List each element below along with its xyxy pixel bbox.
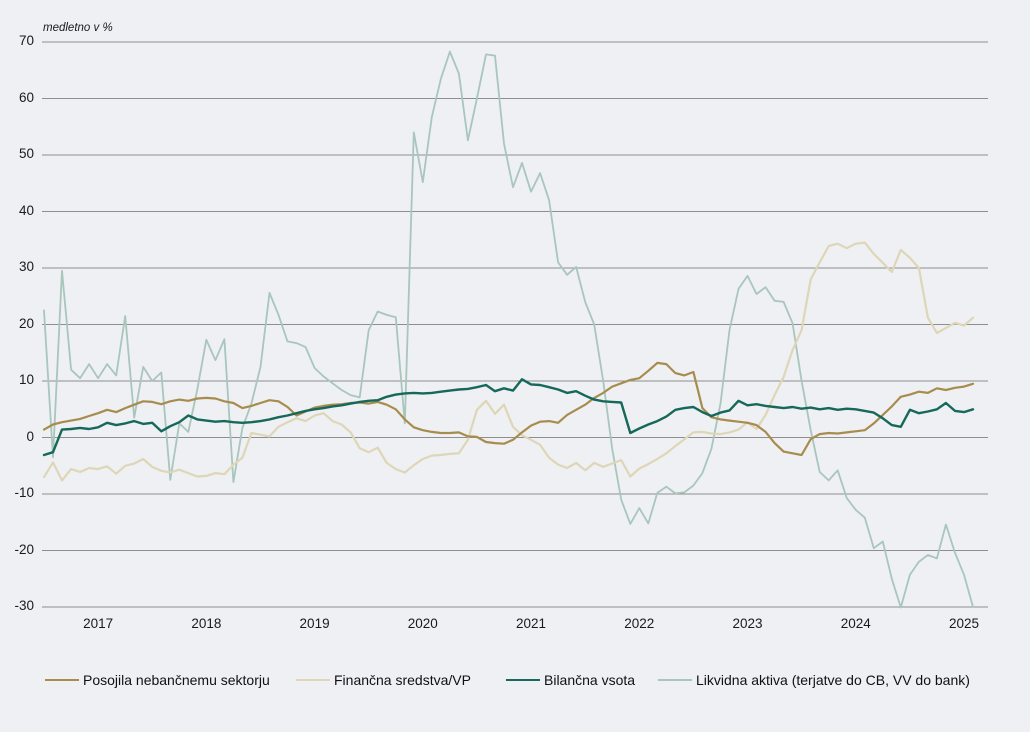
y-tick-label: 20 [18,315,34,331]
y-tick-label: 60 [18,89,34,105]
legend-item-posojila: Posojila nebančnemu sektorju [45,672,270,688]
legend-item-bilancna-vsota: Bilančna vsota [506,672,635,688]
series-line-1 [42,241,975,482]
legend-label: Bilančna vsota [544,672,636,688]
x-tick-label: 2019 [299,616,330,631]
x-tick-label: 2025 [948,616,979,631]
y-tick-label: -30 [14,598,34,613]
x-tick-label: 2024 [840,616,871,631]
y-tick-label: 70 [18,33,34,48]
y-tick-label: 50 [18,146,34,161]
y-tick-label: 0 [26,428,34,444]
legend-line-swatch [45,679,79,681]
legend-item-financna-sredstva: Finančna sredstva/VP [296,672,471,688]
legend-line-swatch [506,679,540,681]
y-tick-label: 30 [18,259,34,274]
y-tick-label: 10 [18,372,34,387]
series-line-0 [42,361,975,457]
x-tick-label: 2023 [732,616,763,631]
x-tick-label: 2017 [83,616,114,631]
legend-item-likvidna-aktiva: Likvidna aktiva (terjatve do CB, VV do b… [658,672,970,688]
x-tick-label: 2022 [624,616,655,631]
axis-unit-note: medletno v % [43,22,113,34]
x-tick-label: 2018 [191,616,222,631]
legend-line-swatch [296,679,330,681]
y-tick-label: -20 [14,541,34,557]
legend-label: Finančna sredstva/VP [334,672,471,688]
series-line-2 [42,378,975,457]
x-tick-label: 2020 [407,616,438,631]
legend-label: Posojila nebančnemu sektorju [83,672,270,688]
series-line-3 [43,50,974,609]
legend-label: Likvidna aktiva (terjatve do CB, VV do b… [696,672,970,688]
x-tick-label: 2021 [516,616,547,631]
y-tick-label: -10 [14,485,34,500]
legend-line-swatch [658,679,692,681]
y-tick-label: 40 [18,202,34,218]
